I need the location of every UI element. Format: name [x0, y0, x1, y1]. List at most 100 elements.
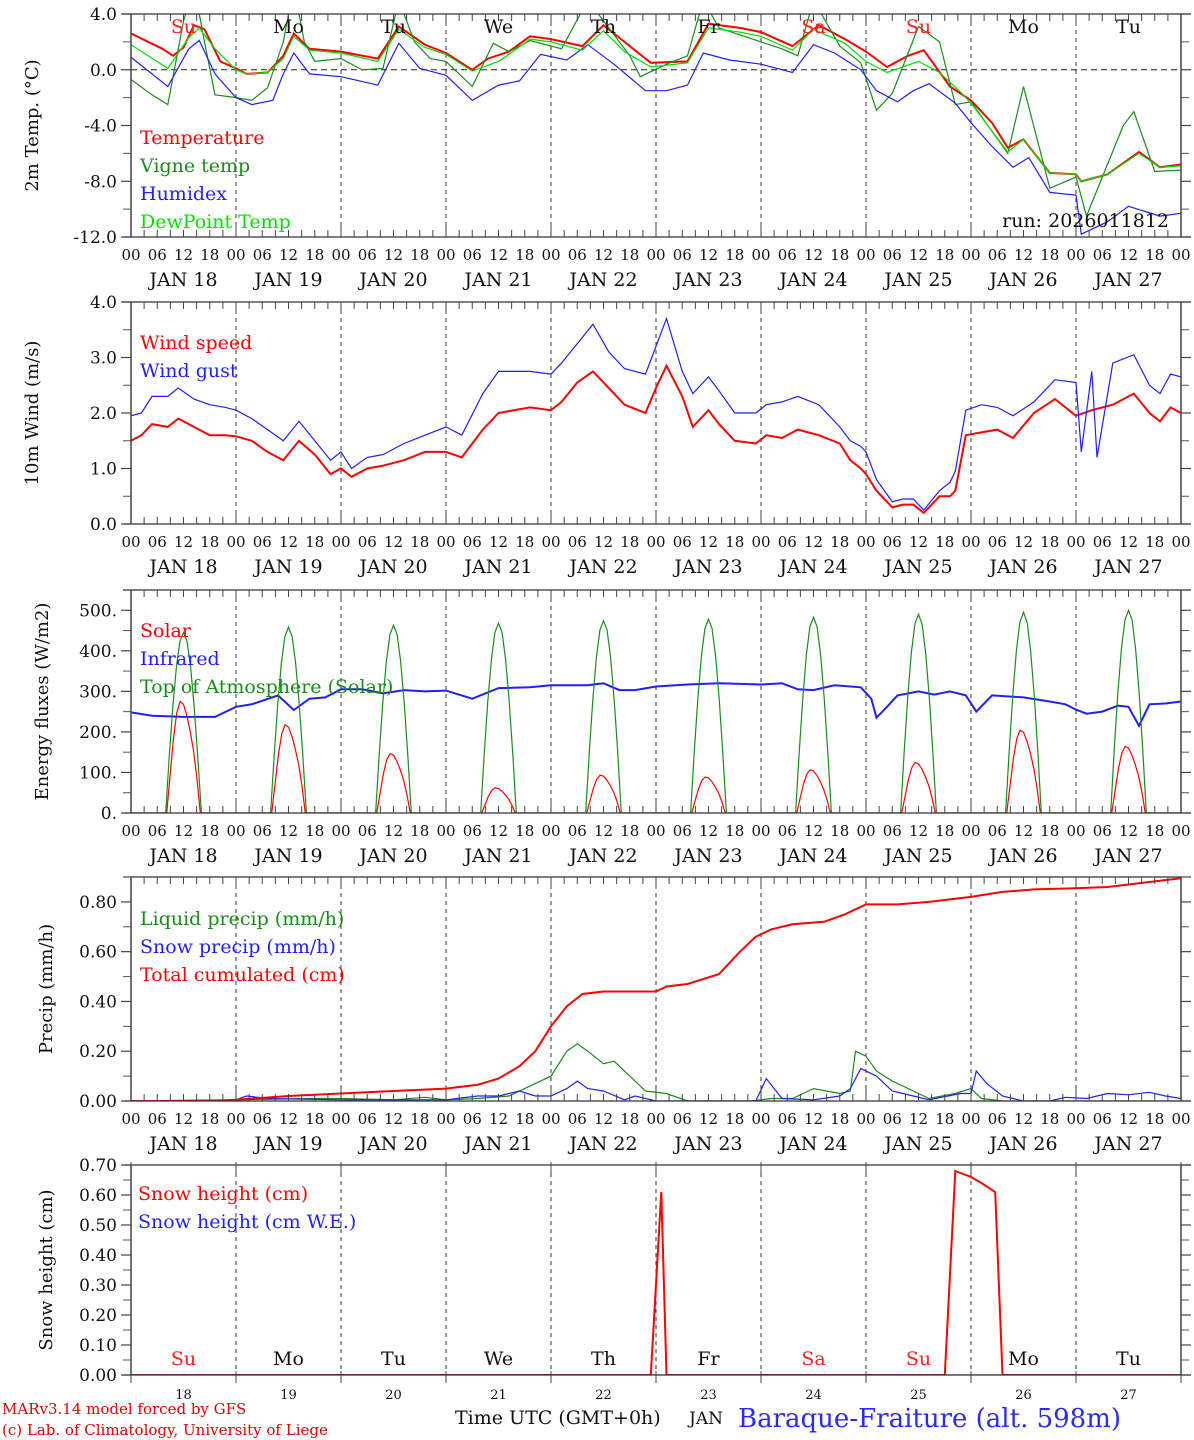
month-label: JAN	[687, 1409, 723, 1429]
day-label: JAN 21	[462, 845, 532, 867]
day-label: JAN 19	[252, 269, 322, 291]
hour-tick-label: 00	[961, 533, 980, 551]
day-label: JAN 27	[1092, 845, 1162, 867]
hour-tick-label: 12	[1119, 1110, 1138, 1128]
hour-tick-label: 18	[410, 533, 429, 551]
hour-tick-label: 18	[620, 533, 639, 551]
legend-entry: DewPoint Temp	[140, 211, 291, 233]
weekday-label: Fr	[697, 1348, 720, 1370]
lab-credit: (c) Lab. of Climatology, University of L…	[2, 1421, 328, 1439]
day-label: JAN 19	[252, 556, 322, 578]
hour-tick-label: 12	[1014, 1110, 1033, 1128]
hour-tick-label: 00	[1171, 246, 1190, 264]
y-tick-label: 0.70	[79, 1156, 117, 1176]
hour-tick-label: 06	[883, 822, 902, 840]
hour-tick-label: 18	[935, 822, 954, 840]
y-tick-label: 0.80	[79, 893, 117, 913]
day-label: JAN 20	[357, 269, 427, 291]
legend-entry: Vigne temp	[139, 155, 250, 177]
hour-tick-label: 00	[856, 246, 875, 264]
legend-entry: Wind gust	[140, 360, 238, 382]
hour-tick-label: 00	[226, 533, 245, 551]
hour-tick-label: 12	[909, 822, 928, 840]
hour-tick-label: 06	[568, 822, 587, 840]
hour-tick-label: 12	[594, 1110, 613, 1128]
hour-tick-label: 12	[804, 1110, 823, 1128]
y-tick-label: 0.00	[79, 1366, 117, 1386]
day-label: JAN 20	[357, 556, 427, 578]
hour-tick-label: 00	[331, 1110, 350, 1128]
day-label: JAN 23	[672, 556, 742, 578]
hour-tick-label: 06	[673, 1110, 692, 1128]
series-line-humidex	[131, 39, 1181, 236]
hour-tick-label: 06	[1093, 1110, 1112, 1128]
hour-tick-label: 00	[436, 246, 455, 264]
hour-tick-label: 06	[358, 533, 377, 551]
day-label: JAN 23	[672, 269, 742, 291]
weekday-label: We	[484, 1348, 513, 1370]
hour-tick-label: 06	[358, 1110, 377, 1128]
weekday-label: Mo	[1008, 1348, 1039, 1370]
hour-tick-label: 18	[200, 246, 219, 264]
hour-tick-label: 12	[804, 246, 823, 264]
hour-tick-label: 00	[646, 822, 665, 840]
day-number: 21	[490, 1388, 507, 1403]
series-layer	[131, 14, 1181, 1375]
y-tick-label: 0.0	[90, 61, 117, 81]
y-tick-label: -12.0	[73, 228, 117, 248]
hour-tick-label: 12	[1119, 822, 1138, 840]
y-tick-label: 1.0	[90, 460, 117, 480]
weekday-label: Tu	[381, 1348, 406, 1370]
weekday-label: Mo	[273, 16, 304, 38]
day-label: JAN 18	[147, 845, 217, 867]
hour-tick-label: 12	[174, 1110, 193, 1128]
day-number: 27	[1120, 1388, 1137, 1403]
hour-tick-label: 06	[253, 822, 272, 840]
hour-tick-label: 06	[988, 246, 1007, 264]
hour-tick-label: 06	[253, 246, 272, 264]
hour-tick-label: 00	[961, 1110, 980, 1128]
hour-tick-label: 00	[1171, 533, 1190, 551]
hour-tick-label: 06	[148, 822, 167, 840]
hour-tick-label: 06	[988, 822, 1007, 840]
hour-tick-label: 12	[1014, 246, 1033, 264]
hour-tick-label: 00	[1171, 822, 1190, 840]
day-number: 26	[1015, 1388, 1032, 1403]
series-line-total-cumulated-cm-	[131, 877, 1181, 1101]
y-tick-label: 2.0	[90, 404, 117, 424]
day-label: JAN 24	[777, 556, 847, 578]
hour-tick-label: 00	[646, 1110, 665, 1128]
hour-tick-label: 18	[1040, 1110, 1059, 1128]
hour-tick-label: 00	[856, 822, 875, 840]
hour-tick-label: 12	[174, 533, 193, 551]
hour-tick-label: 06	[463, 533, 482, 551]
y-tick-label: 4.0	[90, 293, 117, 313]
hour-tick-label: 12	[909, 533, 928, 551]
legend-entry: Total cumulated (cm)	[140, 964, 345, 986]
hour-tick-label: 18	[515, 533, 534, 551]
hour-tick-label: 18	[830, 533, 849, 551]
hour-tick-label: 18	[1040, 822, 1059, 840]
hour-tick-label: 18	[1040, 246, 1059, 264]
legend-entry: Infrared	[140, 648, 220, 670]
weekday-label: Sa	[801, 1348, 825, 1370]
hour-tick-label: 06	[673, 533, 692, 551]
hour-tick-label: 00	[751, 822, 770, 840]
hour-tick-label: 12	[384, 246, 403, 264]
hour-tick-label: 18	[305, 1110, 324, 1128]
y-tick-label: -4.0	[84, 117, 117, 137]
weekday-label: Su	[906, 1348, 931, 1370]
footer: MARv3.14 model forced by GFS (c) Lab. of…	[2, 1400, 1121, 1439]
day-label: JAN 25	[882, 1133, 952, 1155]
weekday-label: Mo	[1008, 16, 1039, 38]
y-axis-label: 10m Wind (m/s)	[22, 341, 43, 486]
weekday-label: Tu	[1116, 16, 1141, 38]
hour-tick-label: 06	[988, 1110, 1007, 1128]
hour-tick-label: 12	[699, 1110, 718, 1128]
hour-tick-label: 18	[305, 246, 324, 264]
hour-tick-label: 18	[1145, 533, 1164, 551]
hour-tick-label: 18	[620, 246, 639, 264]
day-label: JAN 21	[462, 269, 532, 291]
day-label: JAN 19	[252, 1133, 322, 1155]
hour-tick-label: 00	[541, 246, 560, 264]
